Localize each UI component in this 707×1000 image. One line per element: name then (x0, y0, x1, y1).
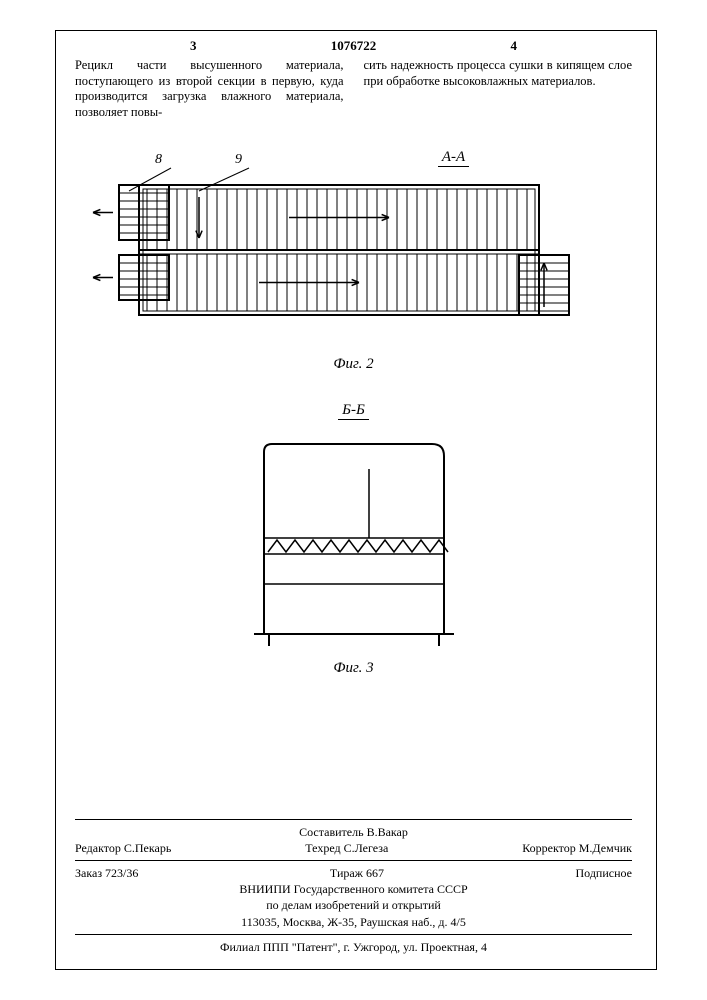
section-label-aa: А-А (438, 149, 469, 167)
org-line-2: по делам изобретений и открытий (75, 897, 632, 913)
figure-2-caption: Фиг. 2 (80, 356, 627, 373)
editor-label: Редактор (75, 841, 121, 855)
document-number: 1076722 (331, 38, 377, 54)
tirazh: Тираж 667 (330, 865, 384, 881)
figure-3-block: Б-Б Фиг. 3 (80, 401, 627, 677)
body-text-right: сить надежность процесса сушки в кипящем… (364, 58, 633, 121)
branch-line: Филиал ППП "Патент", г. Ужгород, ул. Про… (75, 939, 632, 955)
figures-container: 8 9 А-А Фиг. 2 Б-Б Фиг. 3 (80, 150, 627, 677)
editor-name: С.Пекарь (124, 841, 171, 855)
techred-label: Техред (305, 841, 340, 855)
compiler-label: Составитель (299, 825, 363, 839)
compiler-name: В.Вакар (367, 825, 408, 839)
corrector-name: М.Демчик (579, 841, 632, 855)
figure-3-diagram (244, 424, 464, 654)
section-label-bb: Б-Б (338, 402, 369, 420)
footer-colophon: Составитель В.Вакар Редактор С.Пекарь Те… (75, 815, 632, 955)
column-number-right: 4 (511, 38, 518, 54)
techred-name: С.Легеза (344, 841, 389, 855)
podpisnoe: Подписное (576, 865, 633, 881)
figure-2-diagram (89, 160, 619, 350)
corrector-label: Корректор (522, 841, 576, 855)
figure-2-block: 8 9 А-А Фиг. 2 (80, 160, 627, 373)
figure-3-caption: Фиг. 3 (80, 660, 627, 677)
body-text-columns: Рецикл части высушенного материала, пост… (75, 58, 632, 121)
order-number: Заказ 723/36 (75, 865, 138, 881)
address-line: 113035, Москва, Ж-35, Раушская наб., д. … (75, 914, 632, 930)
column-number-left: 3 (190, 38, 197, 54)
org-line-1: ВНИИПИ Государственного комитета СССР (75, 881, 632, 897)
body-text-left: Рецикл части высушенного материала, пост… (75, 58, 344, 121)
